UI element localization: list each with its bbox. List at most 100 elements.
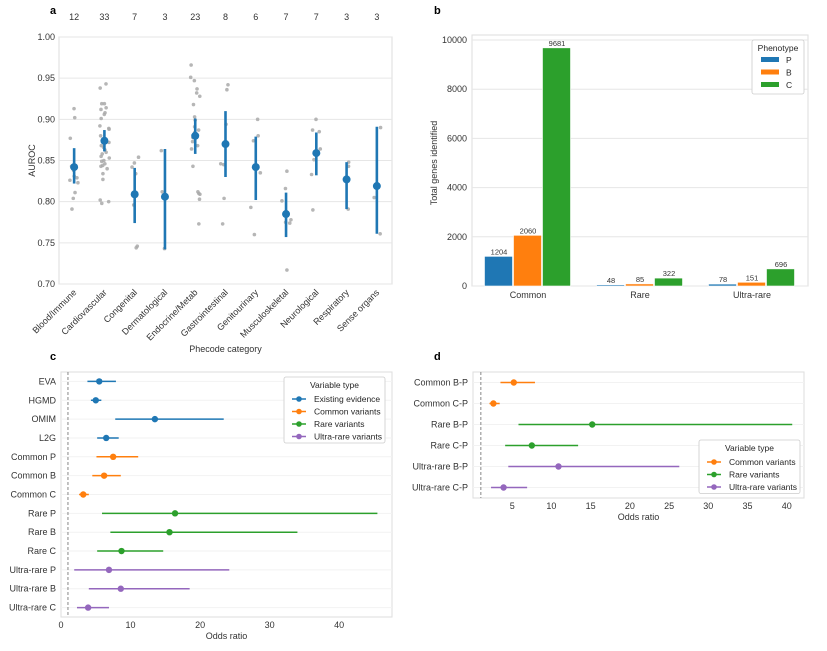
- odds-ratio-point: [92, 397, 99, 404]
- y-tick-label: 0.70: [37, 279, 55, 289]
- y-tick-label: 0.95: [37, 73, 55, 83]
- auroc-point: [68, 136, 73, 141]
- auroc-point: [189, 147, 194, 151]
- legend-label: Ultra-rare variants: [314, 432, 382, 442]
- bar-value-label: 2060: [520, 226, 537, 235]
- y-axis-title: AUROC: [27, 144, 37, 177]
- bar-value-label: 696: [775, 260, 788, 269]
- odds-ratio-point: [490, 400, 497, 407]
- auroc-point: [101, 171, 105, 176]
- category-count-label: 7: [284, 12, 289, 22]
- auroc-point: [106, 199, 111, 204]
- auroc-point: [104, 82, 108, 86]
- x-tick-label: 20: [195, 620, 205, 630]
- y-tick-label: Rare B-P: [431, 420, 468, 430]
- auroc-point: [130, 165, 134, 169]
- x-tick-label: 30: [265, 620, 275, 630]
- y-tick-label: 8000: [447, 84, 467, 94]
- x-tick-label: 15: [586, 501, 596, 511]
- category-count-label: 3: [344, 12, 349, 22]
- auroc-point: [287, 221, 292, 225]
- category-count-label: 33: [99, 12, 109, 22]
- bar-C: [766, 268, 795, 287]
- y-tick-label: 0.80: [37, 197, 55, 207]
- odds-ratio-point: [109, 453, 117, 461]
- panel-label-a: a: [50, 5, 57, 17]
- auroc-point: [255, 117, 260, 122]
- auroc-point: [195, 87, 199, 91]
- auroc-point: [378, 125, 383, 130]
- legend-box: [698, 439, 801, 494]
- category-count-label: 3: [374, 12, 379, 22]
- x-tick-label: Ultra-rare: [733, 290, 771, 300]
- y-tick-label: Ultra-rare P: [9, 565, 56, 575]
- auroc-point: [283, 186, 288, 191]
- auroc-point: [190, 139, 195, 144]
- y-tick-label: 1.00: [37, 32, 55, 42]
- legend-label-C: C: [786, 80, 792, 90]
- y-tick-label: 10000: [442, 35, 467, 45]
- bar-value-label: 9681: [549, 39, 566, 48]
- legend-title: Variable type: [310, 380, 359, 390]
- panel-label-c: c: [50, 351, 56, 363]
- auroc-point: [220, 222, 225, 226]
- auroc-point: [198, 192, 202, 197]
- legend-marker: [296, 433, 302, 440]
- auroc-point: [99, 101, 104, 106]
- auroc-point: [317, 129, 322, 134]
- bar-P: [596, 284, 625, 287]
- x-tick-label: 20: [625, 501, 635, 511]
- mean-marker: [221, 140, 230, 149]
- y-tick-label: Rare C-P: [430, 441, 468, 451]
- y-tick-label: Rare C: [27, 546, 56, 556]
- auroc-point: [226, 82, 230, 87]
- auroc-point: [136, 155, 141, 160]
- y-axis-title: Total genes identified: [429, 121, 439, 206]
- auroc-point: [195, 143, 200, 148]
- y-tick-label: OMIM: [32, 414, 57, 424]
- mean-marker: [100, 136, 109, 145]
- odds-ratio-point: [96, 378, 103, 385]
- auroc-point: [314, 117, 318, 122]
- legend-label: Common variants: [314, 407, 381, 417]
- auroc-point: [76, 180, 80, 185]
- legend-marker: [296, 408, 302, 415]
- y-tick-label: Common B: [11, 471, 56, 481]
- auroc-point: [70, 207, 74, 211]
- odds-ratio-point: [80, 491, 87, 498]
- y-tick-label: L2G: [39, 433, 56, 443]
- legend-label: Ultra-rare variants: [729, 482, 797, 492]
- auroc-point: [159, 148, 164, 153]
- odds-ratio-point: [100, 472, 108, 479]
- category-count-label: 12: [69, 12, 79, 22]
- auroc-point: [98, 124, 102, 128]
- y-tick-label: 0: [462, 281, 467, 291]
- auroc-point: [289, 217, 293, 222]
- legend-swatch-P: [761, 57, 779, 62]
- auroc-point: [197, 222, 201, 226]
- bar-value-label: 78: [719, 275, 727, 284]
- auroc-point: [101, 177, 105, 182]
- x-tick-label: 35: [743, 501, 753, 511]
- y-tick-label: Ultra-rare B: [9, 584, 56, 594]
- legend-box: [283, 376, 386, 444]
- auroc-point: [73, 190, 77, 195]
- category-count-label: 6: [253, 12, 258, 22]
- auroc-point: [98, 198, 103, 202]
- auroc-point: [258, 171, 263, 175]
- legend-marker: [711, 471, 717, 478]
- y-tick-label: 6000: [447, 133, 467, 143]
- auroc-point: [104, 106, 108, 110]
- bar-P: [708, 283, 737, 287]
- mean-marker: [312, 149, 321, 158]
- odds-ratio-point: [555, 463, 562, 470]
- auroc-point: [197, 197, 202, 201]
- odds-ratio-point: [117, 585, 125, 592]
- auroc-point: [192, 115, 197, 119]
- auroc-point: [251, 138, 256, 143]
- legend-swatch-B: [761, 69, 779, 75]
- legend-marker: [296, 396, 302, 402]
- y-tick-label: Common C: [10, 490, 56, 500]
- mean-marker: [251, 163, 260, 172]
